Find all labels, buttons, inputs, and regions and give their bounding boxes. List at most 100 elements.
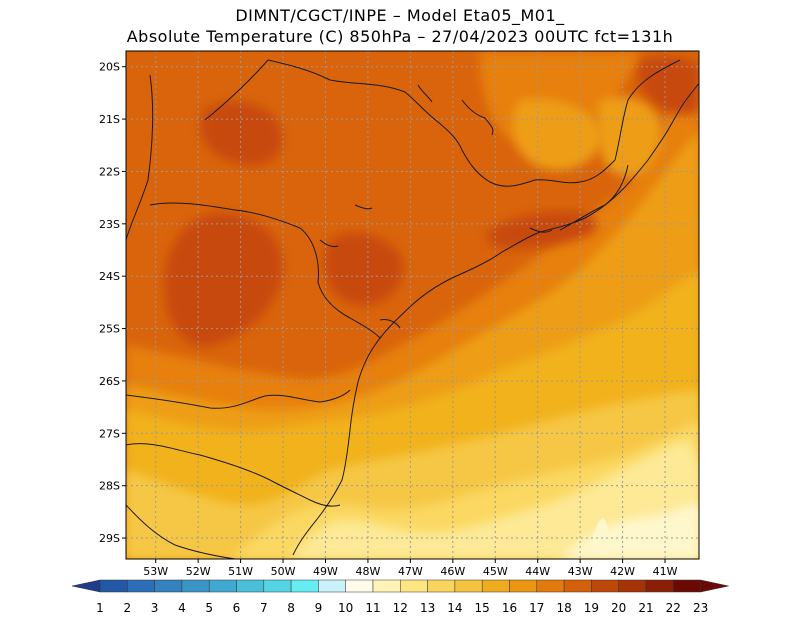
colorbar-swatch bbox=[536, 579, 565, 593]
longitude-axis: 53W 52W 51W 50W 49W 48W 47W 46W 45W 44W 43W 42W 41W bbox=[143, 559, 678, 576]
lat-tick-label: 29S bbox=[99, 532, 120, 545]
lat-tick-label: 27S bbox=[99, 427, 120, 440]
colorbar-labels: 1 2 3 4 5 6 7 8 9 10 11 12 13 14 15 16 17 18 19 20 21 22 23 bbox=[96, 601, 708, 615]
colorbar-label: 13 bbox=[420, 601, 435, 615]
colorbar-swatch bbox=[263, 579, 292, 593]
state-border-pr-sc bbox=[126, 389, 351, 409]
lat-tick-label: 26S bbox=[99, 375, 120, 388]
field-band-20-east bbox=[636, 56, 699, 115]
field-band-17-ne-ridge bbox=[596, 96, 662, 178]
state-border-sc-rs bbox=[126, 443, 341, 507]
chart-title-line2: Absolute Temperature (C) 850hPa – 27/04/… bbox=[126, 27, 674, 46]
colorbar-swatch bbox=[318, 579, 346, 593]
lon-tick-label: 46W bbox=[440, 565, 465, 576]
colorbar-label: 8 bbox=[287, 601, 295, 615]
colorbar-label: 12 bbox=[393, 601, 408, 615]
colorbar-swatch bbox=[563, 579, 592, 593]
colorbar-arrow-high bbox=[700, 579, 729, 593]
state-border-mg-rj bbox=[559, 164, 629, 231]
colorbar-label: 5 bbox=[205, 601, 213, 615]
colorbar-label: 21 bbox=[638, 601, 653, 615]
colorbar-swatch bbox=[154, 579, 183, 593]
colorbar-label: 19 bbox=[584, 601, 599, 615]
national-border-west bbox=[126, 74, 154, 241]
field-band-20-north bbox=[200, 101, 283, 166]
state-border-mg-es bbox=[614, 59, 681, 161]
colorbar-swatch bbox=[208, 579, 237, 593]
lon-tick-label: 43W bbox=[568, 565, 593, 576]
colorbar-label: 16 bbox=[502, 601, 517, 615]
colorbar-label: 9 bbox=[315, 601, 323, 615]
reservoir-furnas bbox=[461, 99, 494, 136]
colorbar-label: 10 bbox=[338, 601, 353, 615]
lon-tick-label: 44W bbox=[525, 565, 550, 576]
colorbar-arrow-low bbox=[71, 579, 101, 593]
plot-frame bbox=[125, 50, 700, 560]
colorbar-swatch bbox=[618, 579, 647, 593]
reservoir-paraiba bbox=[354, 204, 373, 210]
colorbar-label: 6 bbox=[233, 601, 241, 615]
colorbar-label: 23 bbox=[693, 601, 708, 615]
national-border-south bbox=[126, 504, 236, 559]
colorbar-swatch bbox=[481, 579, 510, 593]
colorbar-swatch bbox=[454, 579, 483, 593]
lat-tick-label: 24S bbox=[99, 270, 120, 283]
lon-tick-label: 52W bbox=[186, 565, 211, 576]
colorbar-swatch bbox=[290, 579, 319, 593]
lon-tick-label: 49W bbox=[313, 565, 338, 576]
lon-tick-label: 50W bbox=[271, 565, 296, 576]
colorbar-label: 3 bbox=[151, 601, 159, 615]
lon-tick-label: 42W bbox=[610, 565, 635, 576]
colorbar-swatch bbox=[427, 579, 456, 593]
temperature-map: 20S 21S 22S 23S 24S 25S 26S 27S 28S 29S 53W 52W 51W… bbox=[99, 50, 700, 576]
colorbar-label: 17 bbox=[529, 601, 544, 615]
colorbar-swatches bbox=[71, 579, 729, 593]
colorbar-label: 11 bbox=[365, 601, 380, 615]
field-band-12-patch bbox=[592, 518, 609, 556]
lat-tick-label: 20S bbox=[99, 61, 120, 74]
colorbar-label: 22 bbox=[666, 601, 681, 615]
colorbar-label: 2 bbox=[123, 601, 131, 615]
colorbar-label: 7 bbox=[260, 601, 268, 615]
reservoir-north bbox=[417, 84, 433, 103]
colorbar-swatch bbox=[400, 579, 428, 593]
lon-tick-label: 41W bbox=[653, 565, 678, 576]
colorbar-swatch bbox=[645, 579, 674, 593]
colorbar-label: 20 bbox=[611, 601, 626, 615]
bay-guanabara bbox=[529, 227, 553, 233]
field-band-20-center bbox=[323, 232, 404, 306]
lat-tick-label: 28S bbox=[99, 480, 120, 493]
bay-paranagua bbox=[379, 319, 401, 329]
state-border-sp-mg bbox=[204, 59, 616, 187]
colorbar: 1 2 3 4 5 6 7 8 9 10 11 12 13 14 15 16 17 18 19 20 21 22 23 bbox=[71, 579, 729, 615]
reservoir-center bbox=[319, 239, 339, 248]
lon-tick-label: 47W bbox=[398, 565, 423, 576]
latitude-axis: 20S 21S 22S 23S 24S 25S 26S 27S 28S 29S bbox=[99, 61, 126, 545]
lat-tick-label: 21S bbox=[99, 113, 120, 126]
lon-tick-label: 51W bbox=[228, 565, 253, 576]
colorbar-label: 4 bbox=[178, 601, 186, 615]
field-band-20-coast bbox=[486, 211, 598, 249]
graticule bbox=[126, 51, 699, 559]
colorbar-swatch bbox=[99, 579, 128, 593]
colorbar-label: 1 bbox=[96, 601, 104, 615]
field-band-20-west bbox=[164, 212, 284, 347]
colorbar-swatch bbox=[591, 579, 619, 593]
lat-tick-label: 25S bbox=[99, 323, 120, 336]
colorbar-swatch bbox=[372, 579, 401, 593]
boundaries bbox=[126, 59, 699, 559]
colorbar-label: 15 bbox=[475, 601, 490, 615]
colorbar-swatch bbox=[181, 579, 210, 593]
state-border-pr-sp bbox=[149, 202, 381, 339]
chart-title-line1: DIMNT/CGCT/INPE – Model Eta05_M01_ bbox=[235, 6, 565, 25]
lat-tick-label: 22S bbox=[99, 165, 120, 178]
colorbar-label: 14 bbox=[447, 601, 462, 615]
colorbar-swatch bbox=[345, 579, 374, 593]
colorbar-swatch bbox=[509, 579, 538, 593]
temperature-field bbox=[126, 51, 699, 559]
coastline bbox=[292, 82, 699, 556]
colorbar-swatch bbox=[236, 579, 265, 593]
colorbar-label: 18 bbox=[556, 601, 571, 615]
lon-tick-label: 45W bbox=[483, 565, 508, 576]
lat-tick-label: 23S bbox=[99, 218, 120, 231]
